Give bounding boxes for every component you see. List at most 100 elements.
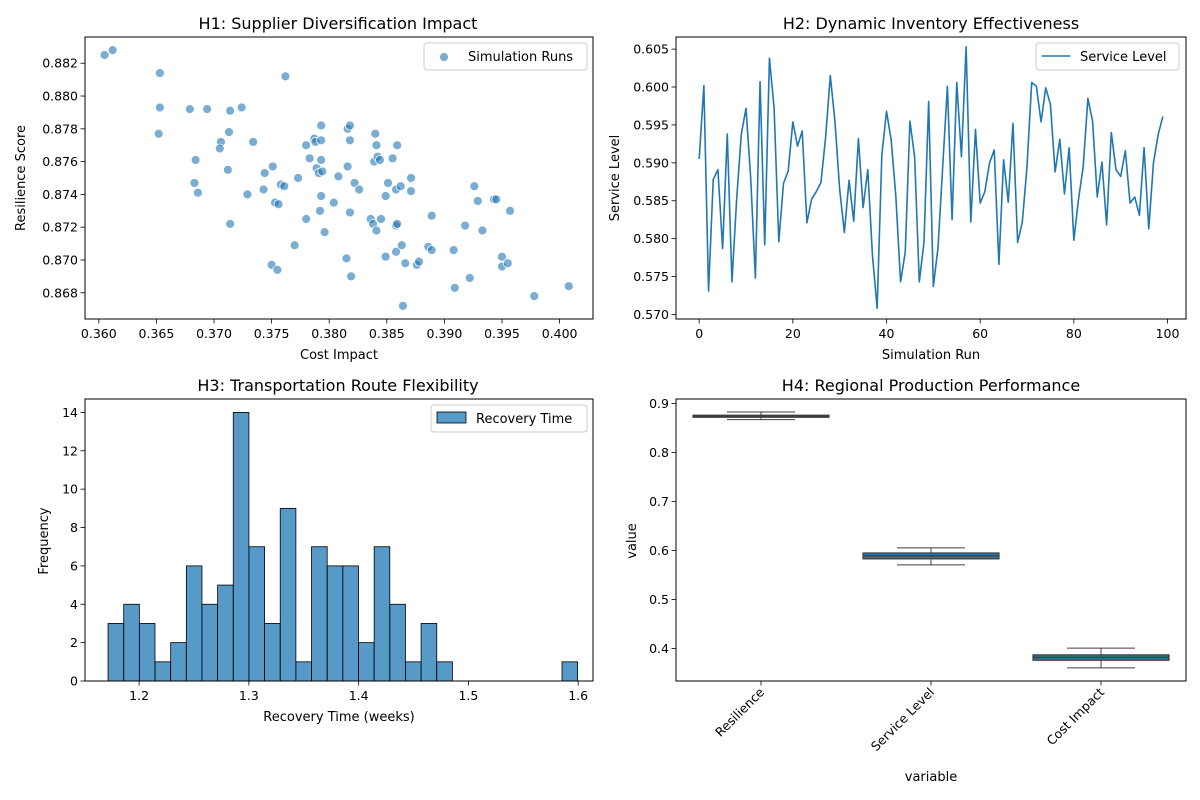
x-tick-label: 1.5 [458,688,478,703]
y-tick-label: 0.570 [633,307,669,322]
histogram-bar [185,565,203,682]
x-tick-label: 40 [879,326,895,341]
scatter-point [184,104,195,115]
x-axis-label: Recovery Time (weeks) [263,710,414,725]
scatter-point [225,105,236,116]
y-tick-label: 0.882 [42,56,78,71]
line-panel: H2: Dynamic Inventory Effectiveness 0 20 4… [608,14,1187,363]
scatter-point [202,104,213,115]
scatter-point [505,205,515,216]
histogram-bar [248,546,265,682]
scatter-point [242,189,253,200]
histogram-bar [405,661,422,682]
x-tick-label: Service Level [868,685,937,754]
scatter-point [392,219,403,229]
scatter-point [346,271,356,282]
box-service-level [862,547,1000,566]
scatter-point [279,181,290,192]
boxplot-panel: H4: Regional Production Performance Resi… [625,376,1187,785]
scatter-point [426,245,437,256]
scatter-point [497,251,507,262]
scatter-panel: H1: Supplier Diversification Impact 0.36… [14,14,594,363]
x-tick-label: 0.385 [369,326,405,341]
chart-title: H4: Regional Production Performance [782,376,1080,395]
histogram-bars [107,412,579,682]
scatter-point [395,181,406,192]
scatter-point [301,140,312,151]
scatter-point [189,178,200,188]
x-tick-label: Cost Impact [1043,684,1107,748]
x-tick-label: 0.395 [484,326,520,341]
y-tick-label: 0.874 [42,187,78,202]
x-tick-label: 0.370 [196,326,232,341]
scatter-point [304,153,315,164]
x-axis-label: variable [905,770,957,785]
y-tick-label: 0.872 [42,220,78,235]
scatter-point [317,166,328,177]
scatter-point [293,173,304,183]
scatter-point [396,240,407,251]
scatter-point [464,273,475,283]
chart-title: H3: Transportation Route Flexibility [197,376,478,395]
scatter-point [316,120,327,131]
x-axis-ticks: 0.360 0.365 0.370 0.375 0.380 0.385 0.390 0.395… [81,319,578,341]
histogram-bar [170,642,187,682]
y-tick-label: 6 [70,558,78,573]
y-tick-label: 0.9 [649,396,669,411]
scatter-point [477,225,488,236]
y-tick-label: 0.4 [649,641,669,656]
service-level-line [698,46,1164,310]
x-tick-label: 0 [695,326,703,341]
plot-frame [84,398,594,682]
y-tick-label: 0.585 [633,193,669,208]
histogram-bar [107,623,125,682]
scatter-point [273,199,284,210]
scatter-point [380,251,391,262]
x-tick-label: 20 [785,326,801,341]
x-tick-label: Resilience [712,684,767,739]
scatter-point [406,186,416,197]
histogram-bar [201,603,219,682]
y-tick-label: 0.5 [649,592,669,607]
histogram-bar [232,412,250,682]
scatter-point [392,140,403,151]
scatter-point [301,214,312,224]
histogram-bar [264,623,281,682]
legend-label: Simulation Runs [468,50,573,65]
scatter-point [224,127,234,137]
box-resilience [692,411,830,421]
histogram-bar [279,507,297,682]
x-tick-label: 0.360 [81,326,117,341]
histogram-bar [389,603,406,682]
histogram-panel: H3: Transportation Route Flexibility 1.2… [37,376,594,725]
legend-box [423,42,588,71]
y-tick-label: 0.6 [649,543,669,558]
scatter-point [387,153,398,164]
x-axis-ticks: 0 20 40 60 80 100 [695,319,1179,341]
x-axis-ticks: 1.2 1.3 1.4 1.5 1.6 [129,681,588,703]
histogram-bar [154,661,172,682]
histogram-bar [326,565,344,682]
y-axis-ticks: 0 2 4 6 8 10 12 14 [62,405,85,689]
scatter-point [272,264,283,275]
scatter-point [236,102,247,113]
scatter-point [328,197,339,208]
scatter-point [345,120,355,131]
y-axis-ticks: 0.570 0.575 0.580 0.585 0.590 0.595 0.600 0.605 [633,42,676,322]
plot-frame [84,36,594,320]
scatter-point [380,191,391,201]
scatter-point [529,291,540,301]
y-axis-label: Resilience Score [14,125,29,231]
scatter-point [280,71,291,82]
x-tick-label: 1.6 [568,688,588,703]
legend: Recovery Time [430,404,588,433]
y-axis-label: Service Level [608,135,623,222]
histogram-bar [436,661,453,682]
scatter-point [316,135,327,146]
histogram-bar [217,584,234,682]
y-tick-label: 0.605 [633,42,669,57]
scatter-point [563,281,574,292]
scatter-point [214,143,225,154]
y-tick-label: 12 [62,443,78,458]
